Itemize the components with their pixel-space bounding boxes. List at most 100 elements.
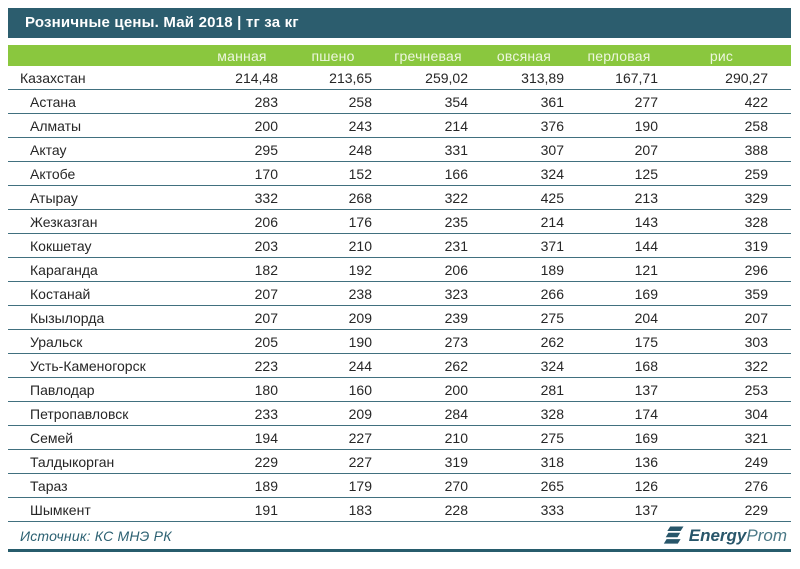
column-header-row: манная пшено гречневая овсяная перловая рис xyxy=(8,45,791,66)
price-value: 152 xyxy=(286,161,380,186)
price-value: 284 xyxy=(380,401,476,426)
table-row: Тараз 189 179 270 265 126 276 xyxy=(8,473,791,498)
table-row: Жезказган 206 176 235 214 143 328 xyxy=(8,209,791,234)
price-value: 125 xyxy=(572,161,666,186)
price-value: 324 xyxy=(476,353,572,378)
price-value: 167,71 xyxy=(572,66,666,90)
price-value: 175 xyxy=(572,329,666,354)
price-value: 296 xyxy=(666,257,791,282)
table-row: Караганда 182 192 206 189 121 296 xyxy=(8,257,791,282)
footer: Источник: КС МНЭ РК EnergyProm xyxy=(8,522,791,549)
price-value: 204 xyxy=(572,305,666,330)
price-value: 321 xyxy=(666,425,791,450)
table-row: Алматы 200 243 214 376 190 258 xyxy=(8,113,791,138)
table-header: манная пшено гречневая овсяная перловая рис xyxy=(8,45,791,66)
price-value: 209 xyxy=(286,305,380,330)
source-label: Источник: КС МНЭ РК xyxy=(20,527,172,544)
price-value: 169 xyxy=(572,425,666,450)
table-row: Петропавловск 233 209 284 328 174 304 xyxy=(8,401,791,426)
region-name: Актобе xyxy=(8,161,198,186)
region-name: Павлодар xyxy=(8,377,198,402)
price-value: 422 xyxy=(666,89,791,114)
price-value: 136 xyxy=(572,449,666,474)
price-value: 206 xyxy=(198,209,286,234)
logo-text-energy: Energy xyxy=(688,525,747,545)
price-value: 388 xyxy=(666,137,791,162)
table-row: Костанай 207 238 323 266 169 359 xyxy=(8,281,791,306)
column-header-2: пшено xyxy=(286,45,380,66)
price-value: 227 xyxy=(286,425,380,450)
energyprom-icon xyxy=(663,526,684,544)
price-value: 192 xyxy=(286,257,380,282)
column-header-1: манная xyxy=(198,45,286,66)
price-value: 137 xyxy=(572,377,666,402)
price-value: 229 xyxy=(198,449,286,474)
price-value: 359 xyxy=(666,281,791,306)
price-value: 243 xyxy=(286,113,380,138)
price-value: 265 xyxy=(476,473,572,498)
price-value: 179 xyxy=(286,473,380,498)
price-value: 307 xyxy=(476,137,572,162)
price-value: 207 xyxy=(198,281,286,306)
report-title: Розничные цены. Май 2018 | тг за кг xyxy=(25,14,299,31)
price-value: 313,89 xyxy=(476,66,572,90)
price-value: 425 xyxy=(476,185,572,210)
price-value: 182 xyxy=(198,257,286,282)
price-value: 290,27 xyxy=(666,66,791,90)
price-value: 259 xyxy=(666,161,791,186)
region-name: Караганда xyxy=(8,257,198,282)
price-value: 205 xyxy=(198,329,286,354)
price-value: 323 xyxy=(380,281,476,306)
price-value: 210 xyxy=(286,233,380,258)
region-name: Казахстан xyxy=(8,66,198,90)
table-row: Атырау 332 268 322 425 213 329 xyxy=(8,185,791,210)
price-value: 281 xyxy=(476,377,572,402)
region-name: Семей xyxy=(8,425,198,450)
price-value: 304 xyxy=(666,401,791,426)
price-value: 183 xyxy=(286,497,380,522)
price-value: 144 xyxy=(572,233,666,258)
region-name: Астана xyxy=(8,89,198,114)
logo-text: EnergyProm xyxy=(689,526,787,546)
price-value: 283 xyxy=(198,89,286,114)
price-value: 143 xyxy=(572,209,666,234)
region-name: Талдыкорган xyxy=(8,449,198,474)
price-value: 174 xyxy=(572,401,666,426)
region-name: Кокшетау xyxy=(8,233,198,258)
table-row: Кокшетау 203 210 231 371 144 319 xyxy=(8,233,791,258)
price-value: 213 xyxy=(572,185,666,210)
table-body: Казахстан 214,48 213,65 259,02 313,89 167,71 2… xyxy=(8,66,791,522)
region-name: Шымкент xyxy=(8,497,198,522)
region-name: Тараз xyxy=(8,473,198,498)
price-value: 229 xyxy=(666,497,791,522)
price-value: 170 xyxy=(198,161,286,186)
price-value: 319 xyxy=(380,449,476,474)
price-value: 200 xyxy=(380,377,476,402)
column-header-3: гречневая xyxy=(380,45,476,66)
column-header-5: перловая xyxy=(572,45,666,66)
price-value: 249 xyxy=(666,449,791,474)
price-value: 203 xyxy=(198,233,286,258)
price-value: 121 xyxy=(572,257,666,282)
price-value: 275 xyxy=(476,425,572,450)
price-value: 223 xyxy=(198,353,286,378)
price-value: 166 xyxy=(380,161,476,186)
price-table: манная пшено гречневая овсяная перловая рис К… xyxy=(8,45,791,522)
price-value: 328 xyxy=(666,209,791,234)
table-row: Семей 194 227 210 275 169 321 xyxy=(8,425,791,450)
price-value: 324 xyxy=(476,161,572,186)
price-value: 207 xyxy=(198,305,286,330)
price-value: 213,65 xyxy=(286,66,380,90)
price-value: 268 xyxy=(286,185,380,210)
price-value: 191 xyxy=(198,497,286,522)
price-value: 319 xyxy=(666,233,791,258)
price-value: 262 xyxy=(476,329,572,354)
price-value: 214 xyxy=(380,113,476,138)
price-value: 168 xyxy=(572,353,666,378)
region-name: Костанай xyxy=(8,281,198,306)
price-value: 180 xyxy=(198,377,286,402)
price-value: 239 xyxy=(380,305,476,330)
title-bar: Розничные цены. Май 2018 | тг за кг xyxy=(8,8,791,38)
price-value: 333 xyxy=(476,497,572,522)
